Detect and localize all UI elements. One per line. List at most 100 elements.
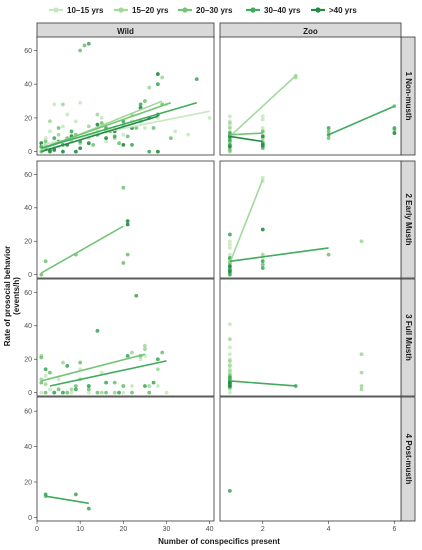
y-tick-label: 60 — [24, 48, 32, 55]
data-point — [52, 136, 57, 141]
data-point — [121, 390, 126, 395]
data-point — [359, 370, 364, 375]
data-point — [125, 353, 130, 358]
data-point — [78, 146, 83, 151]
data-point — [155, 367, 160, 372]
data-point — [112, 380, 117, 385]
data-point — [117, 141, 121, 146]
data-point — [69, 387, 74, 392]
panel-frame — [219, 396, 402, 522]
data-point — [82, 43, 87, 48]
trend-line — [49, 360, 167, 387]
panel-grid: Wild Zoo 1 Non-musth 2 Early Musth 3 Full Mu… — [24, 22, 416, 533]
y-tick-label: 60 — [24, 409, 32, 416]
data-point — [61, 102, 65, 107]
data-point — [227, 322, 232, 327]
data-point — [260, 262, 265, 267]
data-point — [260, 117, 265, 122]
data-point — [91, 142, 96, 147]
data-point — [227, 269, 232, 274]
x-tick-label: 2 — [261, 526, 265, 533]
legend-item: 20–30 yrs — [178, 6, 233, 15]
data-point — [86, 390, 91, 395]
data-point — [359, 352, 364, 357]
trend-line — [41, 101, 172, 150]
data-point — [326, 136, 331, 141]
data-point — [227, 369, 232, 373]
data-point — [121, 142, 126, 147]
data-point — [227, 232, 232, 237]
data-point — [227, 364, 232, 368]
data-point — [227, 144, 232, 149]
data-point — [39, 355, 44, 360]
data-point — [43, 259, 48, 264]
y-tick-label: 40 — [24, 444, 32, 451]
panel-4-post-musth-wild: 0 20 40 60 0 10 20 30 40 — [24, 396, 215, 533]
data-point — [260, 266, 265, 270]
legend-label: 10–15 yrs — [67, 6, 104, 15]
data-point — [260, 175, 265, 180]
trend-line — [229, 179, 264, 264]
data-point — [43, 390, 48, 395]
data-point — [95, 328, 100, 333]
x-tick-label: 4 — [327, 526, 331, 533]
data-point — [143, 126, 147, 130]
data-point — [43, 136, 48, 141]
data-point — [65, 112, 70, 117]
data-point — [112, 134, 117, 139]
data-point — [227, 121, 232, 125]
data-point — [125, 222, 130, 227]
data-point — [227, 126, 232, 130]
data-point — [104, 136, 108, 141]
x-tick-label: 30 — [163, 526, 171, 533]
data-point — [151, 380, 156, 385]
y-tick-label: 20 — [24, 115, 32, 122]
legend-label: >40 yrs — [329, 6, 357, 15]
data-point — [155, 72, 160, 76]
x-tick-label: 0 — [35, 526, 39, 533]
data-point — [160, 350, 165, 355]
x-tick-label: 20 — [119, 526, 127, 533]
y-tick-label: 40 — [24, 82, 32, 89]
data-point — [99, 370, 104, 375]
data-point — [69, 129, 74, 134]
data-point — [99, 121, 104, 125]
y-axis-title-unit: (events/h) — [12, 277, 21, 315]
data-point — [227, 488, 232, 493]
trend-line — [229, 135, 263, 143]
panel-4-post-musth-zoo: 2 4 6 — [219, 396, 402, 533]
row-strip-label: 4 Post-musth — [404, 434, 413, 485]
row-strip-label: 3 Full Musth — [404, 314, 413, 361]
legend-item: 15–20 yrs — [114, 6, 169, 15]
data-point — [43, 367, 48, 372]
y-tick-label: 20 — [24, 357, 32, 364]
panel-frame — [36, 396, 215, 522]
legend-item: 10–15 yrs — [49, 6, 104, 15]
data-point — [43, 374, 48, 378]
trend-line — [229, 75, 297, 138]
data-point — [326, 252, 331, 257]
trend-line — [229, 132, 263, 136]
legend-label: 20–30 yrs — [196, 6, 233, 15]
trend-line — [41, 115, 159, 153]
data-point — [56, 132, 61, 137]
data-point — [121, 185, 126, 190]
y-tick-label: 60 — [24, 290, 32, 297]
y-tick-label: 0 — [28, 149, 32, 156]
data-point — [86, 141, 91, 146]
data-point — [227, 337, 232, 342]
data-point — [392, 131, 397, 135]
data-point — [48, 370, 52, 375]
panel-2-early-musth-wild: 0 20 40 60 — [24, 160, 215, 279]
data-point — [227, 264, 232, 269]
data-point — [359, 384, 364, 388]
legend: 10–15 yrs 15–20 yrs 20–30 yrs 30–40 yrs >40 … — [49, 6, 357, 15]
data-point — [134, 126, 139, 130]
legend-key-point — [315, 7, 321, 13]
data-point — [173, 129, 178, 134]
trend-line — [229, 247, 329, 263]
data-point — [227, 375, 232, 380]
data-point — [65, 364, 70, 368]
data-point — [48, 149, 52, 154]
x-tick-label: 6 — [392, 526, 396, 533]
